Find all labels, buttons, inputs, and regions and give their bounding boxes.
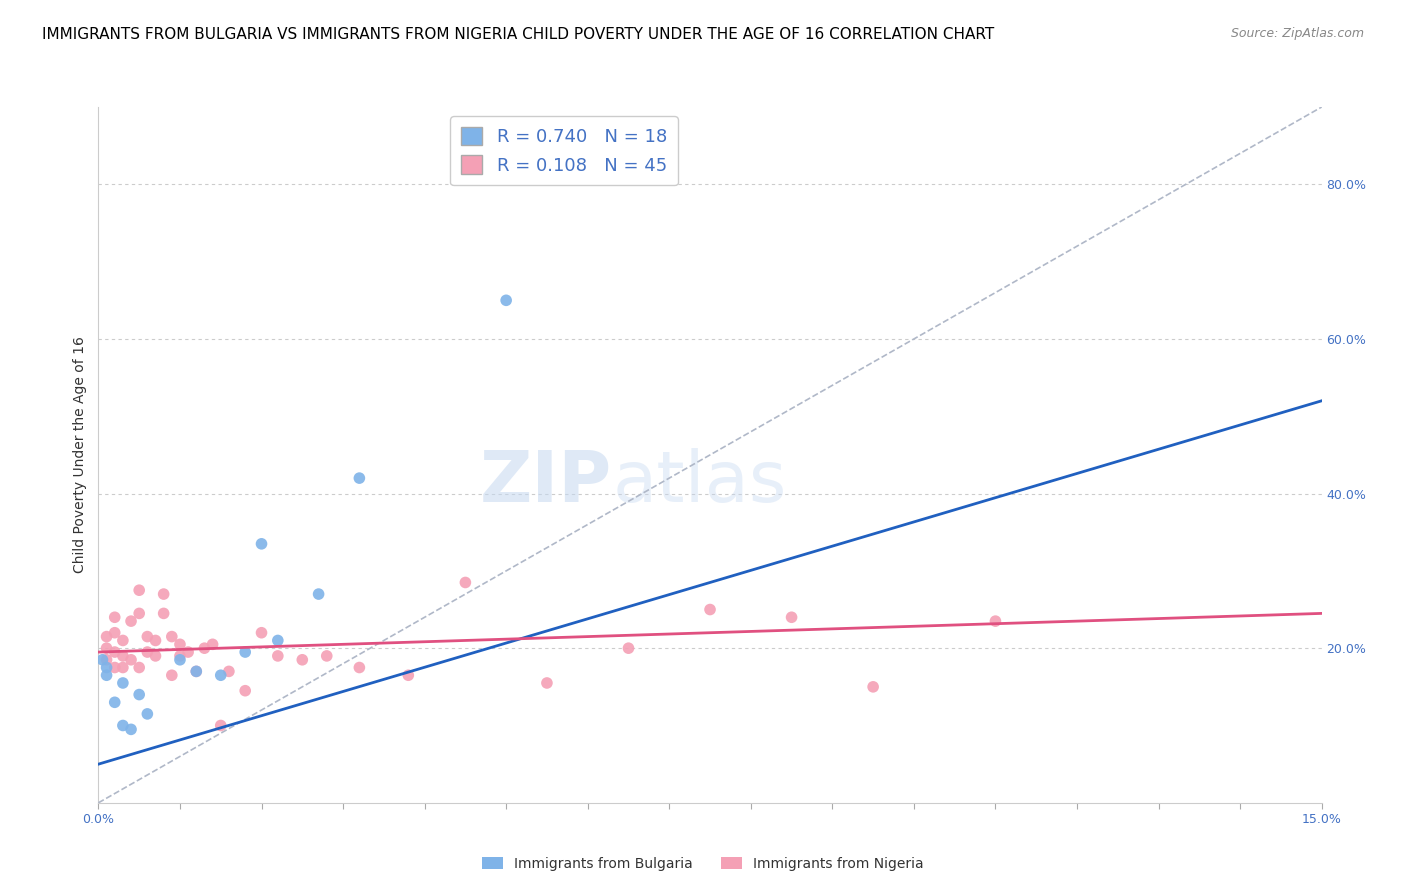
Point	[862, 680, 884, 694]
Point	[201, 637, 224, 651]
Point	[349, 660, 371, 674]
Point	[454, 575, 477, 590]
Point	[145, 633, 167, 648]
Point	[128, 660, 150, 674]
Point	[128, 607, 150, 621]
Point	[111, 676, 134, 690]
Point	[145, 648, 167, 663]
Legend: R = 0.740   N = 18, R = 0.108   N = 45: R = 0.740 N = 18, R = 0.108 N = 45	[450, 116, 678, 186]
Point	[250, 537, 273, 551]
Point	[160, 630, 183, 644]
Point	[111, 633, 134, 648]
Point	[111, 660, 134, 674]
Point	[160, 668, 183, 682]
Point	[193, 641, 215, 656]
Point	[699, 602, 721, 616]
Legend: Immigrants from Bulgaria, Immigrants from Nigeria: Immigrants from Bulgaria, Immigrants fro…	[477, 851, 929, 876]
Text: Source: ZipAtlas.com: Source: ZipAtlas.com	[1230, 27, 1364, 40]
Point	[104, 610, 127, 624]
Point	[111, 718, 134, 732]
Point	[104, 625, 127, 640]
Point	[136, 645, 159, 659]
Point	[177, 645, 200, 659]
Point	[152, 607, 174, 621]
Point	[233, 683, 256, 698]
Point	[120, 723, 142, 737]
Y-axis label: Child Poverty Under the Age of 16: Child Poverty Under the Age of 16	[73, 336, 87, 574]
Point	[152, 587, 174, 601]
Point	[169, 653, 191, 667]
Point	[250, 625, 273, 640]
Point	[349, 471, 371, 485]
Point	[267, 633, 290, 648]
Point	[128, 583, 150, 598]
Point	[104, 645, 127, 659]
Point	[308, 587, 330, 601]
Point	[233, 645, 256, 659]
Point	[396, 668, 419, 682]
Point	[315, 648, 337, 663]
Point	[91, 653, 114, 667]
Text: ZIP: ZIP	[479, 449, 612, 517]
Point	[617, 641, 640, 656]
Point	[984, 614, 1007, 628]
Point	[218, 665, 240, 679]
Point	[186, 665, 208, 679]
Point	[136, 630, 159, 644]
Point	[120, 653, 142, 667]
Point	[104, 660, 127, 674]
Point	[209, 668, 232, 682]
Point	[780, 610, 803, 624]
Text: atlas: atlas	[612, 449, 786, 517]
Point	[186, 665, 208, 679]
Point	[111, 648, 134, 663]
Point	[128, 688, 150, 702]
Point	[96, 630, 118, 644]
Point	[96, 641, 118, 656]
Point	[136, 706, 159, 721]
Point	[209, 718, 232, 732]
Text: IMMIGRANTS FROM BULGARIA VS IMMIGRANTS FROM NIGERIA CHILD POVERTY UNDER THE AGE : IMMIGRANTS FROM BULGARIA VS IMMIGRANTS F…	[42, 27, 994, 42]
Point	[104, 695, 127, 709]
Point	[536, 676, 558, 690]
Point	[96, 660, 118, 674]
Point	[169, 637, 191, 651]
Point	[267, 648, 290, 663]
Point	[291, 653, 314, 667]
Point	[96, 668, 118, 682]
Point	[495, 293, 517, 308]
Point	[96, 653, 118, 667]
Point	[169, 648, 191, 663]
Point	[120, 614, 142, 628]
